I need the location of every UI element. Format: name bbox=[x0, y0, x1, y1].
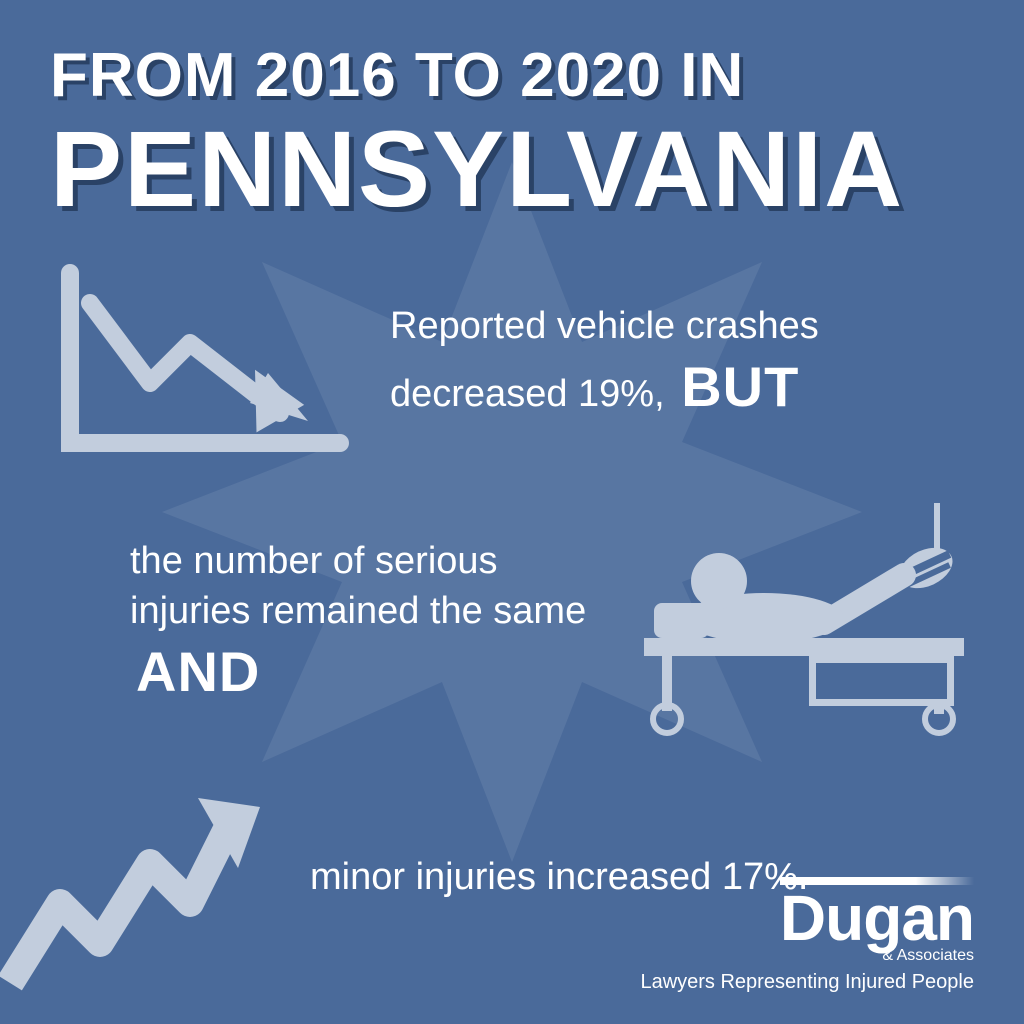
logo-bar bbox=[780, 877, 974, 885]
logo-name: Dugan bbox=[780, 881, 974, 955]
stat-row-2: the number of serious injuries remained … bbox=[50, 503, 974, 743]
title-line1: FROM 2016 TO 2020 IN bbox=[50, 40, 974, 111]
header: FROM 2016 TO 2020 IN PENNSYLVANIA bbox=[0, 0, 1024, 223]
stat2-emphasis: AND bbox=[136, 636, 260, 709]
title-line2: PENNSYLVANIA bbox=[50, 115, 974, 223]
stat-row-1: Reported vehicle crashes decreased 19%, … bbox=[50, 263, 974, 463]
stat1-text: Reported vehicle crashes decreased 19%, … bbox=[390, 302, 974, 424]
logo-block: Dugan & Associates Lawyers Representing … bbox=[640, 881, 974, 994]
up-arrow-icon bbox=[0, 763, 270, 993]
stat1-emphasis: BUT bbox=[681, 351, 799, 424]
down-chart-icon bbox=[50, 263, 350, 463]
logo-name-text: Dugan bbox=[780, 882, 974, 954]
logo-tagline: Lawyers Representing Injured People bbox=[640, 971, 974, 994]
stat2-text: the number of serious injuries remained … bbox=[50, 537, 604, 709]
hospital-bed-icon bbox=[634, 503, 974, 743]
stat2-prefix: the number of serious injuries remained … bbox=[130, 540, 586, 631]
